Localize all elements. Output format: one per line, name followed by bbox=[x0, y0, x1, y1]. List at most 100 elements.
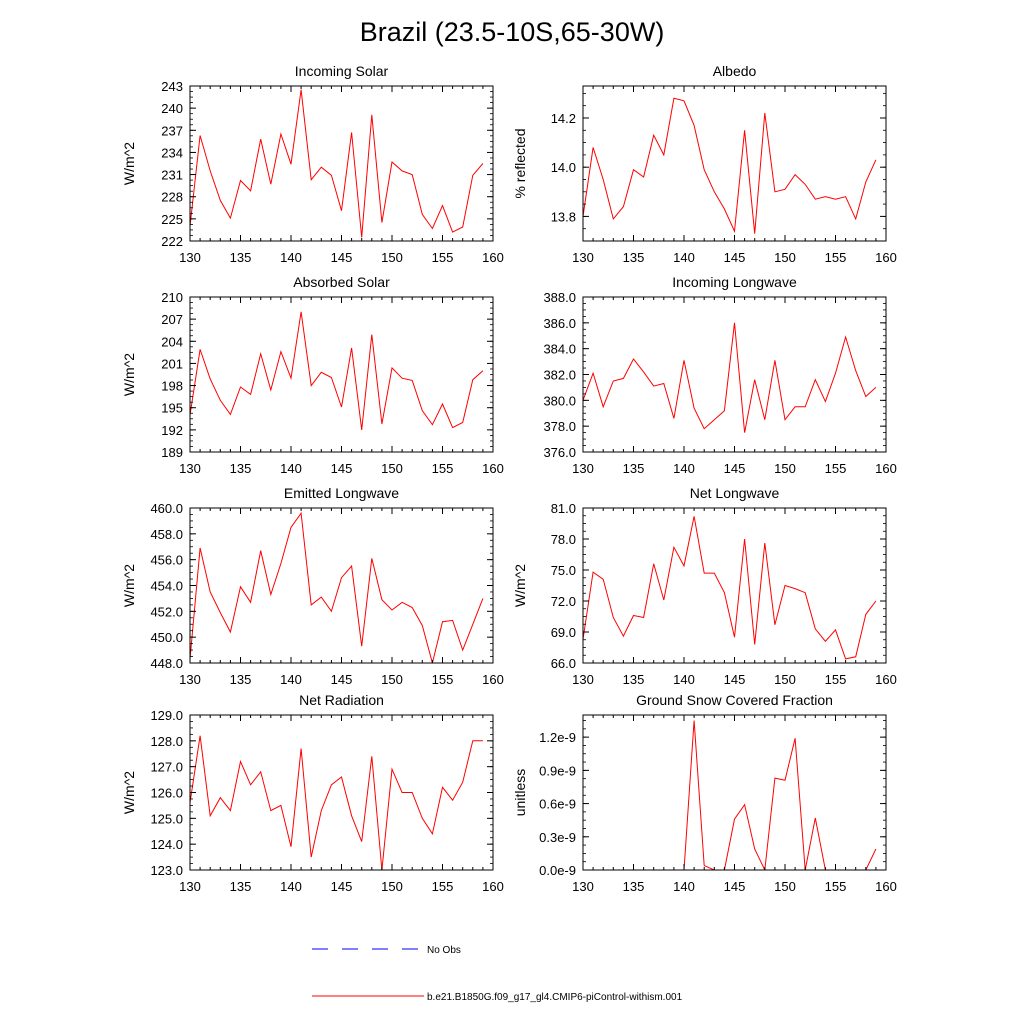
x-tick-label: 145 bbox=[724, 250, 746, 265]
y-tick-label: 204 bbox=[161, 334, 183, 349]
data-line bbox=[583, 720, 877, 870]
x-tick-label: 150 bbox=[381, 461, 403, 476]
y-tick-label: 69.0 bbox=[551, 625, 576, 640]
x-tick-label: 130 bbox=[179, 461, 201, 476]
panel-title: Albedo bbox=[713, 63, 757, 79]
x-tick-label: 130 bbox=[572, 250, 594, 265]
y-tick-label: 0.9e-9 bbox=[539, 763, 576, 778]
x-tick-label: 155 bbox=[432, 250, 454, 265]
y-tick-label: 450.0 bbox=[150, 630, 183, 645]
panel-net-longwave: 130 135 140 145 150 155 160 66.0 69.0 72.0 75.0 78.… bbox=[512, 485, 897, 687]
x-tick-label: 140 bbox=[280, 250, 302, 265]
x-tick-label: 155 bbox=[825, 672, 847, 687]
data-line bbox=[190, 511, 484, 663]
y-tick-label: 0.6e-9 bbox=[539, 797, 576, 812]
x-tick-label: 140 bbox=[673, 879, 695, 894]
y-tick-label: 382.0 bbox=[543, 368, 576, 383]
x-tick-label: 145 bbox=[724, 672, 746, 687]
y-tick-label: 127.0 bbox=[150, 760, 183, 775]
plot-frame bbox=[582, 85, 887, 242]
panel-incoming-solar: 130 135 140 145 150 155 160 222 225 228 231 234 237 2… bbox=[121, 63, 504, 265]
legend: No Obs b.e21.B1850G.f09_g17_gl4.CMIP6-pi… bbox=[312, 945, 683, 1003]
y-tick-label: 129.0 bbox=[150, 708, 183, 723]
legend-label-model-run: b.e21.B1850G.f09_g17_gl4.CMIP6-piControl… bbox=[427, 992, 683, 1003]
chart-panels: 130 135 140 145 150 155 160 222 225 228 231 234 237 2… bbox=[121, 63, 897, 894]
x-tick-label: 130 bbox=[572, 879, 594, 894]
x-tick-label: 135 bbox=[230, 672, 252, 687]
data-line bbox=[190, 89, 484, 238]
x-tick-label: 135 bbox=[230, 879, 252, 894]
y-tick-label: 0.3e-9 bbox=[539, 830, 576, 845]
y-tick-label: 0.0e-9 bbox=[539, 863, 576, 878]
x-tick-label: 145 bbox=[331, 672, 353, 687]
y-tick-label: 222 bbox=[161, 234, 183, 249]
y-tick-label: 460.0 bbox=[150, 501, 183, 516]
x-tick-label: 160 bbox=[482, 879, 504, 894]
y-tick-label: 234 bbox=[161, 145, 183, 160]
x-tick-label: 150 bbox=[774, 879, 796, 894]
y-tick-label: 207 bbox=[161, 312, 183, 327]
panel-title: Incoming Longwave bbox=[672, 274, 797, 290]
plot-frame bbox=[189, 714, 494, 871]
x-tick-label: 145 bbox=[724, 461, 746, 476]
y-tick-label: 128.0 bbox=[150, 734, 183, 749]
y-tick-label: 458.0 bbox=[150, 527, 183, 542]
x-tick-label: 155 bbox=[432, 672, 454, 687]
x-tick-label: 130 bbox=[179, 250, 201, 265]
y-tick-label: 66.0 bbox=[551, 656, 576, 671]
y-tick-label: 386.0 bbox=[543, 316, 576, 331]
y-tick-label: 81.0 bbox=[551, 501, 576, 516]
y-tick-label: 225 bbox=[161, 212, 183, 227]
x-tick-label: 150 bbox=[381, 250, 403, 265]
y-axis-label: W/m^2 bbox=[121, 564, 137, 607]
y-tick-label: 240 bbox=[161, 101, 183, 116]
y-tick-label: 198 bbox=[161, 379, 183, 394]
data-line bbox=[190, 735, 483, 870]
x-tick-label: 160 bbox=[875, 672, 897, 687]
x-tick-label: 130 bbox=[572, 672, 594, 687]
y-tick-label: 78.0 bbox=[551, 532, 576, 547]
y-tick-label: 192 bbox=[161, 423, 183, 438]
y-tick-label: 189 bbox=[161, 445, 183, 460]
y-axis-label: W/m^2 bbox=[121, 142, 137, 185]
y-tick-label: 210 bbox=[161, 290, 183, 305]
y-tick-label: 231 bbox=[161, 168, 183, 183]
x-tick-label: 155 bbox=[432, 461, 454, 476]
y-tick-label: 384.0 bbox=[543, 342, 576, 357]
legend-label-no-obs: No Obs bbox=[427, 945, 461, 956]
x-tick-label: 140 bbox=[673, 250, 695, 265]
panel-emitted-longwave: 130 135 140 145 150 155 160 448.0 450.0 452.0 454.… bbox=[121, 485, 504, 687]
y-axis-label: unitless bbox=[512, 769, 528, 816]
panel-ground-snow-covered-fraction: 130 135 140 145 150 155 160 0.0e-9 0.3e-9 0.6e-9 0… bbox=[512, 692, 897, 894]
x-tick-label: 150 bbox=[774, 672, 796, 687]
y-tick-label: 75.0 bbox=[551, 563, 576, 578]
y-tick-label: 201 bbox=[161, 356, 183, 371]
plot-frame bbox=[582, 296, 887, 453]
panel-title: Emitted Longwave bbox=[284, 485, 399, 501]
x-tick-label: 135 bbox=[623, 250, 645, 265]
x-tick-label: 130 bbox=[572, 461, 594, 476]
x-tick-label: 160 bbox=[482, 672, 504, 687]
y-tick-label: 380.0 bbox=[543, 393, 576, 408]
y-tick-label: 454.0 bbox=[150, 579, 183, 594]
data-line bbox=[583, 97, 877, 234]
x-tick-label: 155 bbox=[432, 879, 454, 894]
x-tick-label: 160 bbox=[482, 250, 504, 265]
panel-title: Ground Snow Covered Fraction bbox=[636, 692, 833, 708]
x-tick-label: 160 bbox=[875, 250, 897, 265]
y-tick-label: 126.0 bbox=[150, 786, 183, 801]
y-axis-label: W/m^2 bbox=[121, 353, 137, 396]
x-tick-label: 135 bbox=[623, 672, 645, 687]
y-tick-label: 376.0 bbox=[543, 445, 576, 460]
x-tick-label: 135 bbox=[230, 250, 252, 265]
x-tick-label: 150 bbox=[774, 250, 796, 265]
panel-net-radiation: 130 135 140 145 150 155 160 123.0 124.0 125.0 126.… bbox=[121, 692, 504, 894]
y-tick-label: 237 bbox=[161, 123, 183, 138]
y-tick-label: 1.2e-9 bbox=[539, 730, 576, 745]
y-tick-label: 388.0 bbox=[543, 290, 576, 305]
x-tick-label: 135 bbox=[230, 461, 252, 476]
x-tick-label: 150 bbox=[381, 672, 403, 687]
panel-albedo: 130 135 140 145 150 155 160 13.8 14.0 14.2 Albedo%… bbox=[512, 63, 897, 265]
y-axis-label: W/m^2 bbox=[512, 564, 528, 607]
